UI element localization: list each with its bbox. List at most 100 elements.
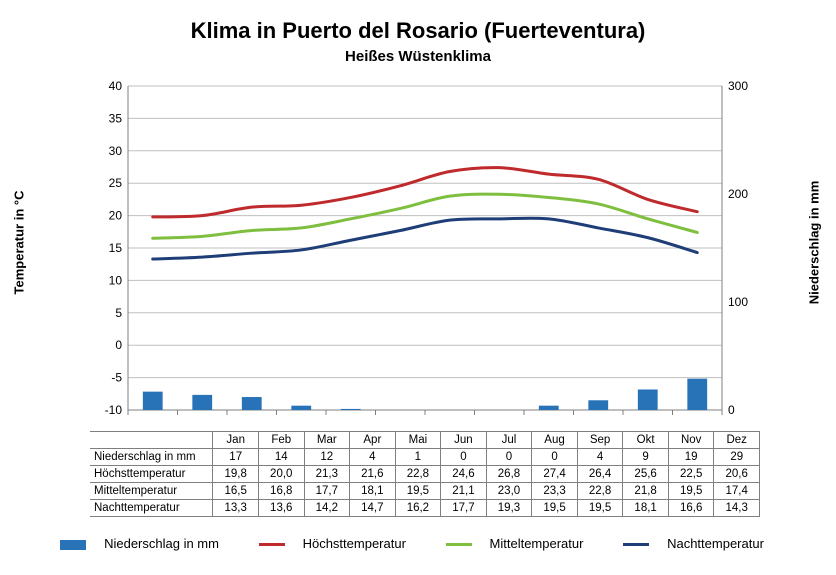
- table-cell: 27,4: [532, 466, 578, 483]
- svg-text:0: 0: [115, 338, 122, 352]
- table-cell: 19,3: [486, 500, 532, 517]
- month-header: Jun: [441, 432, 487, 449]
- table-cell: 23,3: [532, 483, 578, 500]
- legend-item-mean: Mitteltemperatur: [446, 536, 596, 551]
- table-cell: 14,7: [350, 500, 396, 517]
- table-cell: 16,8: [258, 483, 304, 500]
- svg-text:35: 35: [109, 111, 123, 125]
- table-cell: 16,6: [668, 500, 714, 517]
- table-cell: 19: [668, 449, 714, 466]
- legend: Niederschlag in mm Höchsttemperatur Mitt…: [0, 536, 836, 551]
- table-cell: 17: [213, 449, 259, 466]
- row-label-night: Nachttemperatur: [90, 500, 213, 517]
- table-cell: 0: [441, 449, 487, 466]
- table-cell: 14,2: [304, 500, 350, 517]
- svg-text:5: 5: [115, 306, 122, 320]
- svg-text:300: 300: [728, 80, 748, 93]
- month-header: Jul: [486, 432, 532, 449]
- legend-item-night: Nachttemperatur: [623, 536, 776, 551]
- table-cell: 19,5: [668, 483, 714, 500]
- table-cell: 19,5: [395, 483, 441, 500]
- row-label-high: Höchsttemperatur: [90, 466, 213, 483]
- month-header: Okt: [623, 432, 669, 449]
- table-cell: 13,3: [213, 500, 259, 517]
- table-cell: 29: [714, 449, 760, 466]
- svg-text:25: 25: [109, 176, 123, 190]
- table-cell: 21,3: [304, 466, 350, 483]
- legend-label-mean: Mitteltemperatur: [490, 536, 584, 551]
- table-cell: 22,5: [668, 466, 714, 483]
- table-corner: [90, 432, 213, 449]
- climate-chart-card: { "title": "Klima in Puerto del Rosario …: [0, 0, 836, 575]
- table-cell: 26,4: [577, 466, 623, 483]
- svg-text:40: 40: [109, 80, 123, 93]
- y-axis-left-label: Temperatur in °C: [11, 191, 26, 295]
- svg-text:-5: -5: [111, 371, 122, 385]
- legend-item-high: Höchsttemperatur: [259, 536, 418, 551]
- table-cell: 20,0: [258, 466, 304, 483]
- table-cell: 21,8: [623, 483, 669, 500]
- table-row-night: Nachttemperatur 13,313,614,214,716,217,7…: [90, 500, 760, 517]
- chart-plot-area: -10-505101520253035400100200300: [90, 80, 760, 410]
- table-row-high: Höchsttemperatur 19,820,021,321,622,824,…: [90, 466, 760, 483]
- table-cell: 9: [623, 449, 669, 466]
- month-header: Jan: [213, 432, 259, 449]
- svg-text:0: 0: [728, 403, 735, 417]
- svg-text:10: 10: [109, 273, 123, 287]
- month-header: Aug: [532, 432, 578, 449]
- month-header: Nov: [668, 432, 714, 449]
- table-cell: 19,5: [577, 500, 623, 517]
- table-row-precip: Niederschlag in mm 17141241000491929: [90, 449, 760, 466]
- svg-text:100: 100: [728, 295, 748, 309]
- month-header: Dez: [714, 432, 760, 449]
- svg-text:200: 200: [728, 187, 748, 201]
- table-cell: 23,0: [486, 483, 532, 500]
- table-cell: 26,8: [486, 466, 532, 483]
- table-cell: 22,8: [395, 466, 441, 483]
- table-cell: 19,8: [213, 466, 259, 483]
- table-cell: 0: [486, 449, 532, 466]
- table-cell: 17,4: [714, 483, 760, 500]
- row-label-mean: Mitteltemperatur: [90, 483, 213, 500]
- svg-text:-10: -10: [105, 403, 123, 417]
- svg-text:20: 20: [109, 209, 123, 223]
- legend-item-precip: Niederschlag in mm: [60, 536, 231, 551]
- row-label-precip: Niederschlag in mm: [90, 449, 213, 466]
- table-cell: 14: [258, 449, 304, 466]
- table-cell: 17,7: [441, 500, 487, 517]
- table-cell: 19,5: [532, 500, 578, 517]
- table-cell: 13,6: [258, 500, 304, 517]
- table-cell: 22,8: [577, 483, 623, 500]
- month-header: Feb: [258, 432, 304, 449]
- table-cell: 24,6: [441, 466, 487, 483]
- table-row-months: JanFebMarAprMaiJunJulAugSepOktNovDez: [90, 432, 760, 449]
- table-cell: 4: [577, 449, 623, 466]
- table-cell: 20,6: [714, 466, 760, 483]
- table-cell: 12: [304, 449, 350, 466]
- table-cell: 14,3: [714, 500, 760, 517]
- month-header: Apr: [350, 432, 396, 449]
- data-table: JanFebMarAprMaiJunJulAugSepOktNovDez Nie…: [90, 431, 760, 517]
- table-cell: 21,6: [350, 466, 396, 483]
- table-cell: 4: [350, 449, 396, 466]
- table-cell: 25,6: [623, 466, 669, 483]
- month-header: Mar: [304, 432, 350, 449]
- legend-label-high: Höchsttemperatur: [303, 536, 406, 551]
- legend-label-night: Nachttemperatur: [667, 536, 764, 551]
- month-header: Sep: [577, 432, 623, 449]
- svg-text:30: 30: [109, 144, 123, 158]
- y-axis-right-label: Niederschlag in mm: [807, 181, 822, 305]
- month-header: Mai: [395, 432, 441, 449]
- table-cell: 0: [532, 449, 578, 466]
- chart-title: Klima in Puerto del Rosario (Fuerteventu…: [0, 18, 836, 44]
- table-cell: 16,5: [213, 483, 259, 500]
- table-cell: 18,1: [623, 500, 669, 517]
- chart-subtitle: Heißes Wüstenklima: [0, 48, 836, 65]
- table-cell: 1: [395, 449, 441, 466]
- table-cell: 21,1: [441, 483, 487, 500]
- table-cell: 18,1: [350, 483, 396, 500]
- table-cell: 17,7: [304, 483, 350, 500]
- svg-text:15: 15: [109, 241, 123, 255]
- legend-label-precip: Niederschlag in mm: [104, 536, 219, 551]
- table-cell: 16,2: [395, 500, 441, 517]
